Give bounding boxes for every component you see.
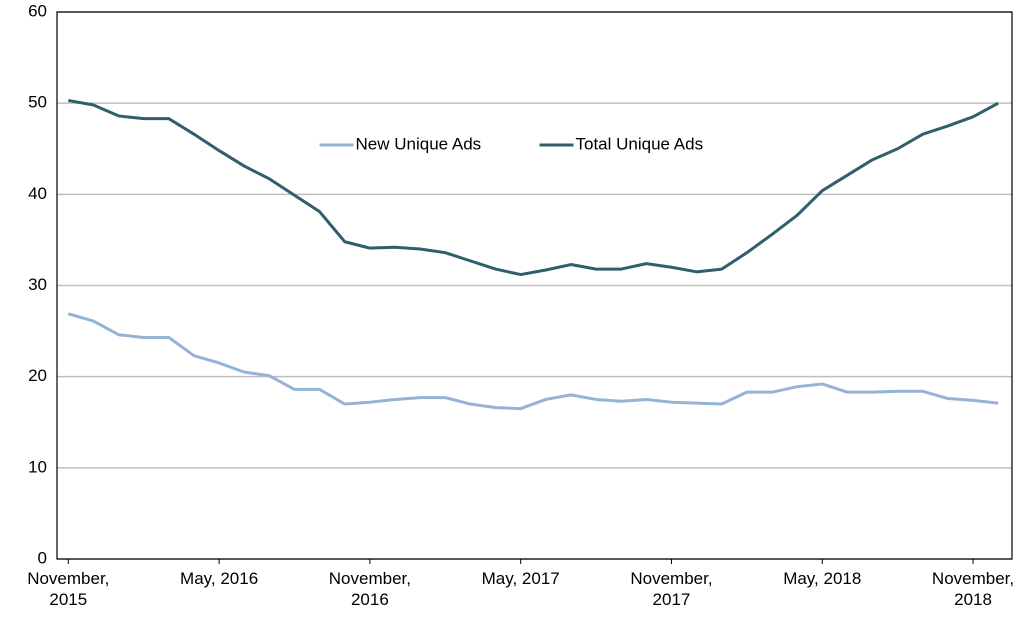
series-line [67, 312, 999, 411]
plot-frame [56, 11, 1013, 560]
y-tick-label: 50 [28, 93, 47, 112]
x-tick-label: May, 2018 [783, 569, 862, 588]
x-tick-label: November, 2017 [630, 569, 713, 609]
y-tick-label: 20 [28, 366, 47, 385]
x-tick-label: November, 2018 [931, 569, 1015, 609]
x-tick-label: November, 2015 [27, 569, 110, 609]
legend-label: New Unique Ads [356, 134, 482, 153]
x-tick-label: May, 2017 [481, 569, 560, 588]
x-tick-label: November, 2016 [328, 569, 411, 609]
x-tick-label: May, 2016 [180, 569, 259, 588]
series-line [68, 98, 999, 277]
legend-label: Total Unique Ads [576, 134, 704, 153]
y-tick-label: 10 [28, 457, 47, 476]
y-tick-label: 60 [28, 1, 47, 20]
y-tick-label: 30 [28, 275, 47, 294]
y-tick-label: 0 [38, 548, 47, 567]
y-tick-label: 40 [28, 184, 47, 203]
